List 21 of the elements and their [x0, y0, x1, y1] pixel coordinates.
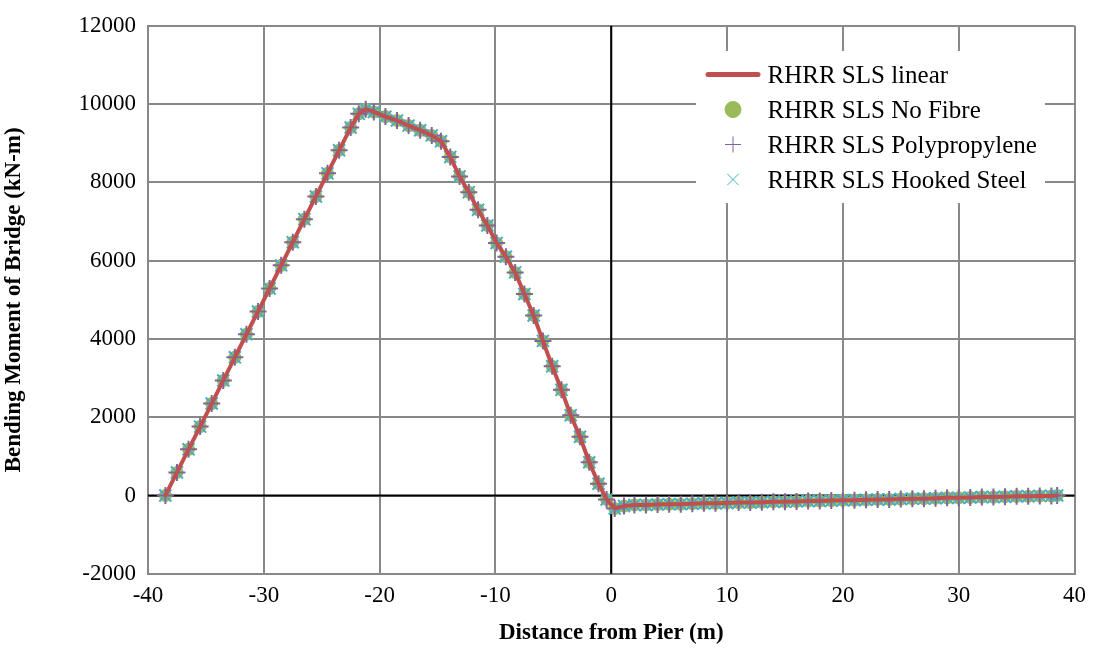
y-tick-label: 6000 — [90, 246, 136, 272]
y-tick-label: 10000 — [78, 90, 136, 116]
x-tick-label: 40 — [1063, 581, 1086, 607]
x-tick-label: -20 — [364, 581, 395, 607]
x-tick-label: 0 — [605, 581, 617, 607]
x-tick-label: 30 — [947, 581, 971, 607]
legend-label: RHRR SLS No Fibre — [767, 94, 981, 125]
x-tick-label: 20 — [831, 581, 855, 607]
y-tick-label: 0 — [124, 481, 136, 507]
y-tick-label: 8000 — [90, 168, 136, 194]
y-axis-title: Bending Moment of Bridge (kN-m) — [0, 127, 25, 473]
x-tick-label: 10 — [715, 581, 739, 607]
legend-label: RHRR SLS Hooked Steel — [767, 164, 1027, 195]
x-tick-label: -10 — [480, 581, 511, 607]
legend-label: RHRR SLS Polypropylene — [767, 129, 1037, 160]
x-axis-title: Distance from Pier (m) — [498, 619, 724, 645]
legend-label: RHRR SLS linear — [767, 59, 949, 90]
y-tick-label: 4000 — [90, 324, 136, 350]
x-tick-label: -30 — [248, 581, 280, 607]
y-tick-label: 12000 — [78, 11, 136, 37]
y-tick-label: 2000 — [90, 403, 136, 429]
